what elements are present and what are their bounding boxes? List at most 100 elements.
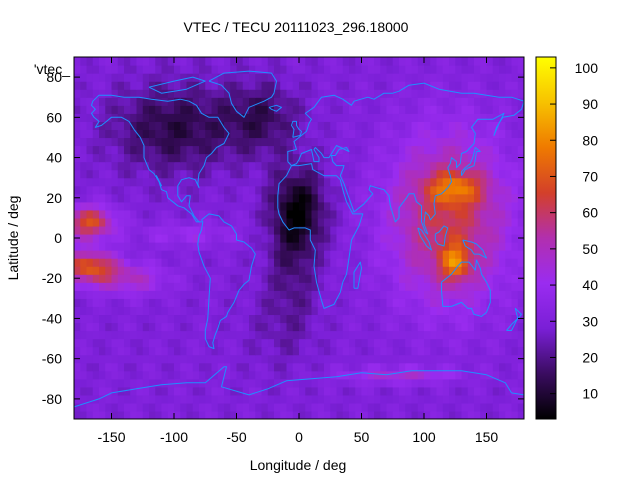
heatmap-cell (155, 402, 163, 412)
heatmap-cell (99, 233, 106, 243)
heatmap-cell (224, 306, 231, 316)
heatmap-cell (155, 105, 163, 114)
heatmap-cell (286, 298, 294, 307)
heatmap-cell (186, 322, 194, 332)
heatmap-cell (380, 322, 388, 332)
heatmap-cell (74, 185, 81, 195)
heatmap-cell (161, 169, 169, 179)
heatmap-cell (199, 242, 206, 251)
heatmap-cell (474, 185, 481, 195)
heatmap-cell (261, 73, 269, 82)
heatmap-cell (330, 306, 338, 316)
heatmap-cell (292, 193, 300, 203)
heatmap-cell (417, 242, 425, 251)
heatmap-cell (180, 153, 188, 163)
heatmap-cell (105, 113, 113, 122)
heatmap-cell (255, 145, 263, 155)
heatmap-cell (449, 410, 456, 419)
heatmap-cell (217, 250, 225, 259)
heatmap-cell (349, 274, 356, 283)
heatmap-cell (430, 306, 438, 316)
colorbar-tick-label: 10 (582, 386, 598, 402)
heatmap-cell (255, 266, 263, 275)
heatmap-cell (449, 89, 456, 98)
heatmap-cell (336, 266, 344, 275)
heatmap-cell (474, 193, 481, 203)
heatmap-cell (292, 217, 300, 227)
heatmap-cell (261, 225, 269, 235)
heatmap-cell (186, 121, 194, 130)
heatmap-cell (117, 161, 125, 171)
heatmap-cell (305, 242, 313, 251)
heatmap-cell (455, 314, 463, 324)
heatmap-cell (480, 161, 488, 171)
heatmap-cell (349, 298, 356, 307)
heatmap-cell (342, 233, 350, 243)
heatmap-cell (324, 105, 331, 114)
heatmap-cell (324, 113, 331, 122)
heatmap-cell (305, 290, 313, 299)
heatmap-cell (130, 362, 138, 372)
heatmap-cell (499, 362, 506, 372)
heatmap-cell (292, 65, 300, 74)
heatmap-cell (130, 298, 138, 307)
heatmap-cell (217, 314, 225, 324)
heatmap-cell (517, 161, 524, 171)
heatmap-cell (261, 354, 269, 364)
heatmap-cell (474, 217, 481, 227)
heatmap-cell (317, 57, 325, 66)
heatmap-cell (474, 121, 481, 130)
heatmap-cell (217, 394, 225, 404)
heatmap-cell (374, 306, 381, 316)
heatmap-cell (155, 250, 163, 259)
heatmap-cell (136, 258, 144, 267)
heatmap-cell (442, 209, 450, 219)
heatmap-cell (167, 193, 175, 203)
heatmap-cell (149, 410, 156, 419)
heatmap-cell (217, 137, 225, 147)
heatmap-cell (361, 394, 369, 404)
heatmap-cell (155, 129, 163, 139)
heatmap-cell (174, 177, 181, 187)
heatmap-cell (149, 282, 156, 291)
heatmap-cell (511, 217, 519, 227)
heatmap-cell (242, 266, 250, 275)
heatmap-cell (480, 177, 488, 187)
heatmap-cell (380, 233, 388, 243)
heatmap-cell (299, 274, 306, 283)
heatmap-cell (274, 242, 281, 251)
heatmap-cell (255, 402, 263, 412)
heatmap-cell (86, 346, 94, 356)
heatmap-cell (517, 137, 524, 147)
heatmap-cell (286, 81, 294, 90)
heatmap-cell (474, 290, 481, 299)
heatmap-cell (261, 386, 269, 396)
heatmap-cell (230, 105, 238, 114)
heatmap-cell (230, 185, 238, 195)
heatmap-cell (286, 217, 294, 227)
heatmap-cell (180, 394, 188, 404)
heatmap-cell (99, 266, 106, 275)
heatmap-cell (274, 290, 281, 299)
heatmap-cell (511, 73, 519, 82)
heatmap-cell (467, 274, 475, 283)
heatmap-cell (249, 354, 256, 364)
heatmap-cell (105, 209, 113, 219)
heatmap-cell (367, 153, 375, 163)
heatmap-cell (86, 330, 94, 340)
heatmap-cell (111, 97, 119, 106)
heatmap-cell (286, 201, 294, 211)
heatmap-cell (467, 362, 475, 372)
heatmap-cell (355, 193, 363, 203)
heatmap-cell (336, 386, 344, 396)
heatmap-cell (199, 322, 206, 332)
heatmap-cell (367, 57, 375, 66)
heatmap-cell (105, 378, 113, 388)
heatmap-cell (467, 217, 475, 227)
heatmap-cell (336, 330, 344, 340)
heatmap-cell (324, 386, 331, 396)
heatmap-cell (74, 378, 81, 388)
heatmap-cell (311, 57, 319, 66)
heatmap-cell (442, 185, 450, 195)
heatmap-cell (367, 322, 375, 332)
